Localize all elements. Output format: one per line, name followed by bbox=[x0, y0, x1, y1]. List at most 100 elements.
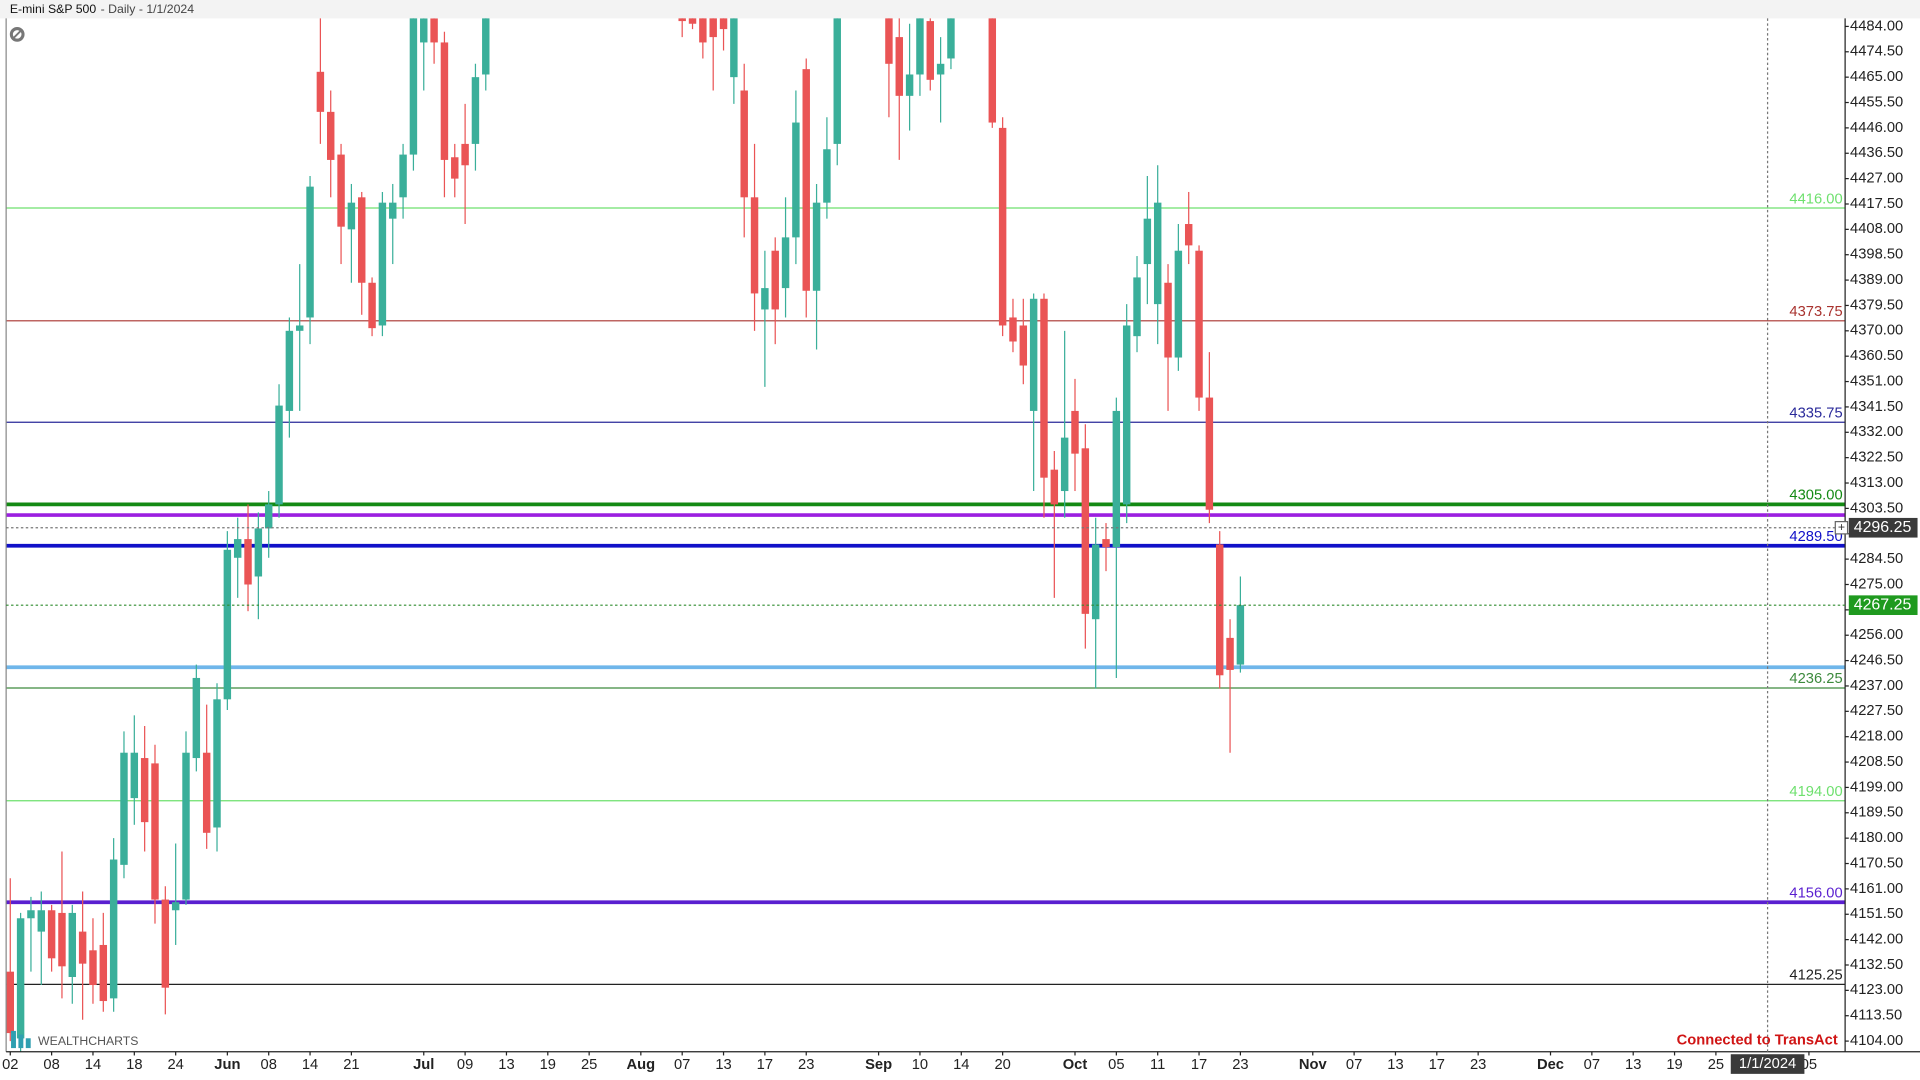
x-tick-label: 05 bbox=[1801, 1057, 1817, 1073]
candle-body bbox=[68, 912, 77, 978]
candle-body bbox=[285, 330, 294, 411]
candle-body bbox=[6, 971, 14, 1034]
candle-body bbox=[58, 912, 66, 967]
candle-body bbox=[264, 504, 273, 529]
y-tick-label: 4484.00 bbox=[1850, 18, 1903, 34]
x-tick-label: 20 bbox=[994, 1057, 1010, 1073]
candle-body bbox=[182, 752, 190, 900]
candle-body bbox=[161, 899, 170, 988]
y-tick-label: 4360.50 bbox=[1850, 348, 1903, 364]
chart-title: E-mini S&P 500 bbox=[10, 2, 97, 16]
connection-status: Connected to TransAct bbox=[1677, 1033, 1838, 1049]
candle-body bbox=[1071, 410, 1079, 454]
x-tick-label: Oct bbox=[1063, 1057, 1088, 1073]
candle-body bbox=[678, 18, 686, 22]
candle-body bbox=[389, 202, 397, 219]
y-tick-label: 4189.50 bbox=[1850, 805, 1903, 821]
candle-body bbox=[275, 405, 283, 505]
x-tick-label: 09 bbox=[457, 1057, 473, 1073]
crosshair-time-label: 1/1/2024 bbox=[1739, 1056, 1796, 1072]
y-tick-label: 4275.00 bbox=[1850, 576, 1903, 592]
last-price-box bbox=[1848, 595, 1918, 616]
x-tick-label: Sep bbox=[865, 1057, 892, 1073]
y-tick-label: 4180.00 bbox=[1850, 830, 1903, 846]
y-tick-label: 4332.00 bbox=[1850, 424, 1903, 440]
candle-body bbox=[740, 90, 748, 198]
x-tick-label: Aug bbox=[627, 1057, 656, 1073]
y-tick-label: 4389.00 bbox=[1850, 272, 1903, 288]
candle-body bbox=[1050, 469, 1059, 505]
candle-body bbox=[1081, 448, 1090, 614]
y-tick-label: 4351.00 bbox=[1850, 373, 1903, 389]
candle-body bbox=[171, 902, 180, 911]
candle-body bbox=[1205, 397, 1214, 510]
y-tick-label: 4256.00 bbox=[1850, 627, 1903, 643]
candle-body bbox=[885, 18, 893, 64]
y-tick-label: 4446.00 bbox=[1850, 120, 1903, 136]
x-tick-label: Jul bbox=[413, 1057, 434, 1073]
price-line-label: 4289.50 bbox=[1789, 529, 1842, 545]
candle-body bbox=[1019, 325, 1028, 366]
x-tick-label: 07 bbox=[674, 1057, 690, 1073]
y-tick-label: 4427.00 bbox=[1850, 171, 1903, 187]
x-tick-label: 24 bbox=[167, 1057, 183, 1073]
candle-body bbox=[1122, 325, 1131, 505]
candle-body bbox=[1174, 250, 1183, 358]
price-line-label: 4156.00 bbox=[1789, 886, 1842, 902]
y-tick-label: 4284.50 bbox=[1850, 551, 1903, 567]
x-tick-label: Dec bbox=[1537, 1057, 1564, 1073]
candle-body bbox=[1009, 317, 1017, 342]
x-tick-label: 19 bbox=[540, 1057, 556, 1073]
candle-body bbox=[306, 186, 314, 318]
x-tick-label: 17 bbox=[1191, 1057, 1207, 1073]
candle-body bbox=[761, 288, 769, 310]
y-tick-label: 4142.00 bbox=[1850, 932, 1903, 948]
y-tick-label: 4227.50 bbox=[1850, 703, 1903, 719]
candle-body bbox=[1215, 544, 1224, 676]
crosshair-time-box bbox=[1730, 1054, 1805, 1074]
price-line-label: 4416.00 bbox=[1789, 191, 1842, 207]
y-tick-label: 4313.00 bbox=[1850, 475, 1903, 491]
candle-body bbox=[151, 763, 159, 900]
candle-body bbox=[988, 18, 997, 123]
candle-body bbox=[368, 282, 376, 329]
price-line-label: 4125.25 bbox=[1789, 968, 1842, 984]
x-tick-label: 25 bbox=[581, 1057, 597, 1073]
candle-body bbox=[461, 143, 469, 166]
settings-icon[interactable] bbox=[9, 27, 25, 42]
y-tick-label: 4123.00 bbox=[1850, 982, 1903, 998]
x-tick-label: 08 bbox=[43, 1057, 59, 1073]
x-tick-label: 23 bbox=[1470, 1057, 1486, 1073]
x-tick-label: 11 bbox=[1150, 1057, 1165, 1073]
x-tick-label: 10 bbox=[912, 1057, 928, 1073]
x-tick-label: 05 bbox=[1108, 1057, 1124, 1073]
x-tick-label: 07 bbox=[1346, 1057, 1362, 1073]
candle-body bbox=[78, 931, 87, 964]
candle-body bbox=[905, 74, 914, 96]
y-tick-label: 4237.00 bbox=[1850, 678, 1903, 694]
candle-body bbox=[409, 18, 418, 155]
y-tick-label: 4303.50 bbox=[1850, 500, 1903, 516]
candle-body bbox=[823, 149, 831, 203]
x-tick-label: 25 bbox=[1708, 1057, 1724, 1073]
candle-body bbox=[327, 111, 335, 160]
candle-body bbox=[1164, 282, 1172, 358]
candle-body bbox=[833, 18, 841, 144]
x-tick-label: 19 bbox=[1666, 1057, 1682, 1073]
candle-body bbox=[1226, 637, 1234, 670]
candle-body bbox=[1133, 277, 1141, 337]
candle-body bbox=[254, 528, 263, 577]
x-tick-label: 14 bbox=[953, 1057, 969, 1073]
logo-icon bbox=[11, 1030, 31, 1049]
candle-body bbox=[750, 197, 759, 294]
candle-body bbox=[120, 752, 128, 865]
candle-body bbox=[781, 237, 790, 289]
y-tick-label: 4199.00 bbox=[1850, 779, 1903, 795]
candle-body bbox=[440, 42, 449, 160]
x-tick-label: 07 bbox=[1584, 1057, 1600, 1073]
x-tick-label: 17 bbox=[757, 1057, 773, 1073]
candle-body bbox=[1029, 298, 1038, 411]
candle-body bbox=[1040, 298, 1048, 478]
y-tick-label: 4379.50 bbox=[1850, 297, 1903, 313]
candle-body bbox=[140, 758, 149, 823]
